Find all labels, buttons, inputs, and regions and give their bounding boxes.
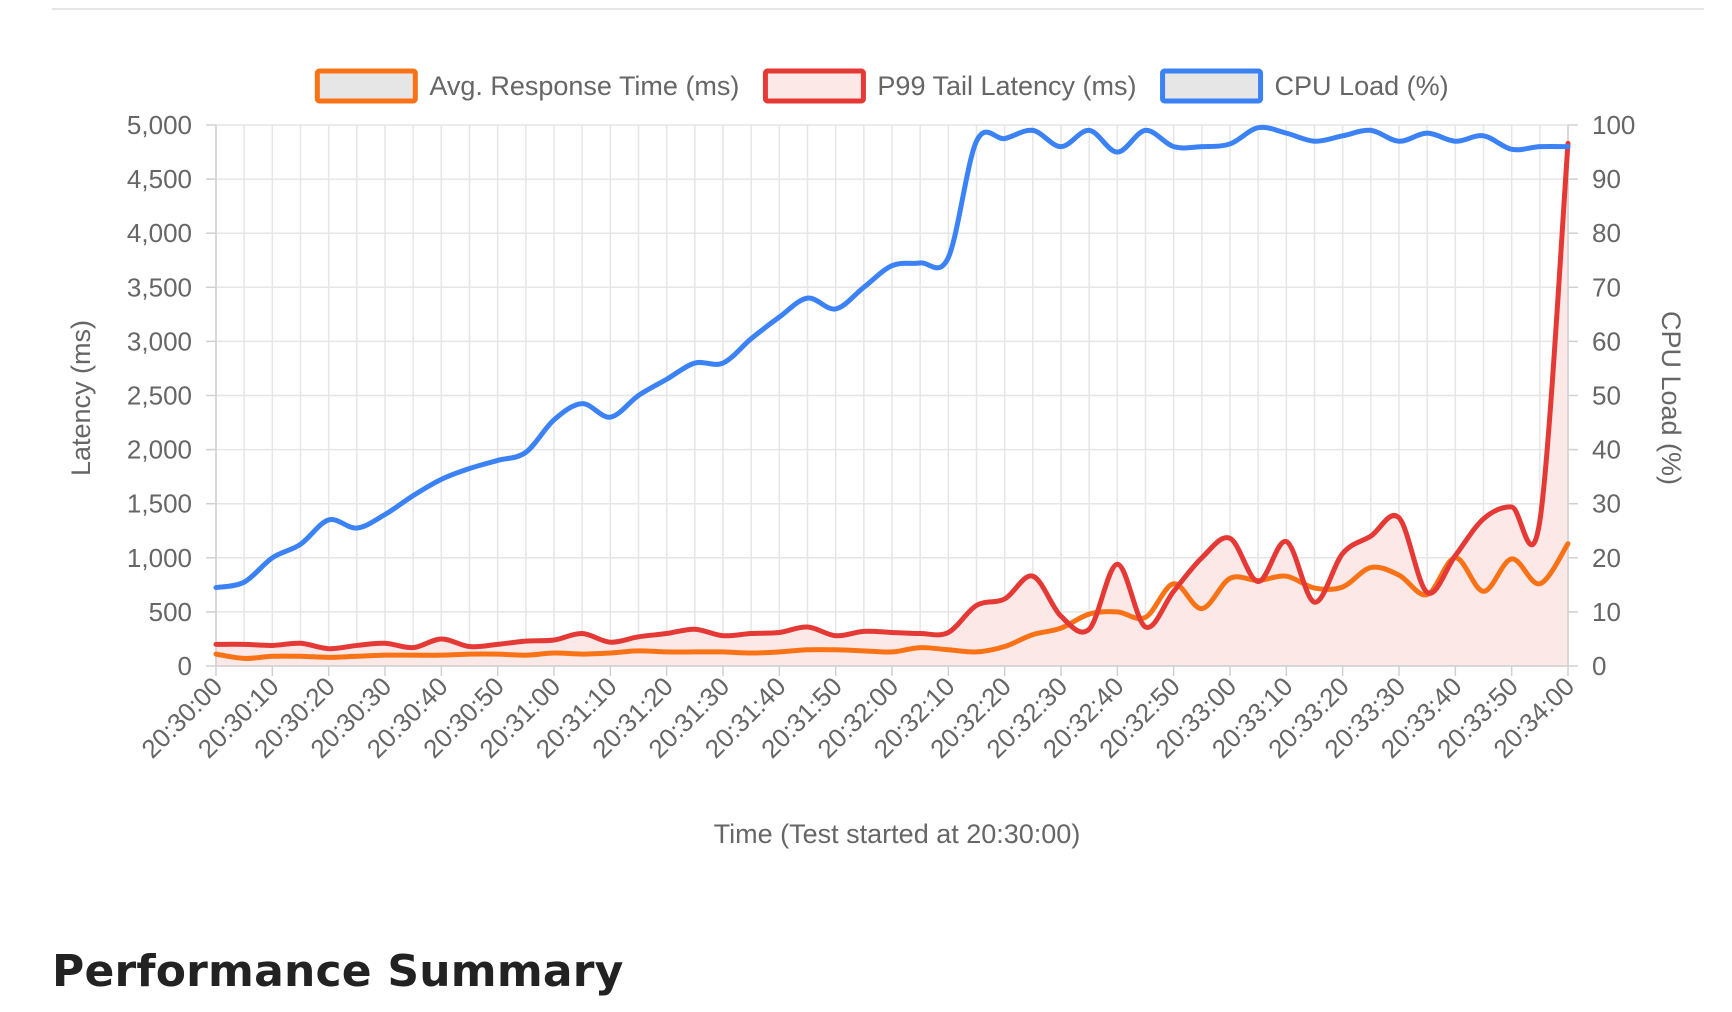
area-fills	[216, 143, 1568, 666]
y-tick-label-right: 30	[1592, 489, 1621, 519]
y-tick-label-right: 50	[1592, 381, 1621, 411]
y-tick-label-left: 500	[149, 597, 192, 627]
series-cpu-load-line	[213, 124, 1571, 591]
y-tick-label-right: 100	[1592, 110, 1635, 140]
x-axis-label: Time (Test started at 20:30:00)	[714, 819, 1081, 849]
y-tick-label-left: 3,500	[127, 272, 192, 302]
legend-label: P99 Tail Latency (ms)	[877, 71, 1136, 101]
legend-swatch	[314, 68, 418, 104]
y-tick-label-right: 80	[1592, 218, 1621, 248]
top-divider	[52, 8, 1704, 10]
legend[interactable]: Avg. Response Time (ms) P99 Tail Latency …	[314, 68, 1449, 104]
y-tick-label-left: 2,000	[127, 435, 192, 465]
y-tick-label-left: 4,500	[127, 164, 192, 194]
y-tick-label-left: 0	[178, 651, 192, 681]
section-title: Performance Summary	[52, 946, 624, 997]
y-tick-label-right: 20	[1592, 543, 1621, 573]
chart-container: 0 0 500 10 1,000 20 1,500 30 2,000 40 2,500 50 3,000…	[66, 68, 1686, 849]
series-p99-latency-area	[216, 143, 1568, 666]
legend-item-cpu-load[interactable]: CPU Load (%)	[1160, 68, 1449, 104]
legend-label: Avg. Response Time (ms)	[429, 71, 739, 101]
series-lines	[213, 124, 1571, 661]
y-axis-right-label: CPU Load (%)	[1656, 311, 1686, 485]
line-chart: 0 0 500 10 1,000 20 1,500 30 2,000 40 2,500 50 3,000…	[66, 68, 1686, 849]
axes	[206, 124, 1578, 676]
y-tick-label-right: 60	[1592, 326, 1621, 356]
y-tick-label-left: 1,000	[127, 543, 192, 573]
y-axis-left-label: Latency (ms)	[66, 320, 96, 476]
y-tick-label-right: 0	[1592, 651, 1606, 681]
y-tick-label-left: 4,000	[127, 218, 192, 248]
y-tick-label-left: 3,000	[127, 326, 192, 356]
y-tick-label-right: 70	[1592, 272, 1621, 302]
legend-label: CPU Load (%)	[1275, 71, 1449, 101]
y-tick-label-right: 40	[1592, 435, 1621, 465]
series-avg-response-line	[213, 541, 1571, 661]
y-tick-label-right: 10	[1592, 597, 1621, 627]
y-tick-label-left: 5,000	[127, 110, 192, 140]
series-p99-latency-line	[213, 140, 1571, 652]
y-tick-label-left: 2,500	[127, 381, 192, 411]
y-tick-label-right: 90	[1592, 164, 1621, 194]
legend-swatch	[1160, 68, 1264, 104]
legend-item-avg-response[interactable]: Avg. Response Time (ms)	[314, 68, 739, 104]
legend-item-p99-latency[interactable]: P99 Tail Latency (ms)	[762, 68, 1137, 104]
y-tick-label-left: 1,500	[127, 489, 192, 519]
legend-swatch	[762, 68, 866, 104]
